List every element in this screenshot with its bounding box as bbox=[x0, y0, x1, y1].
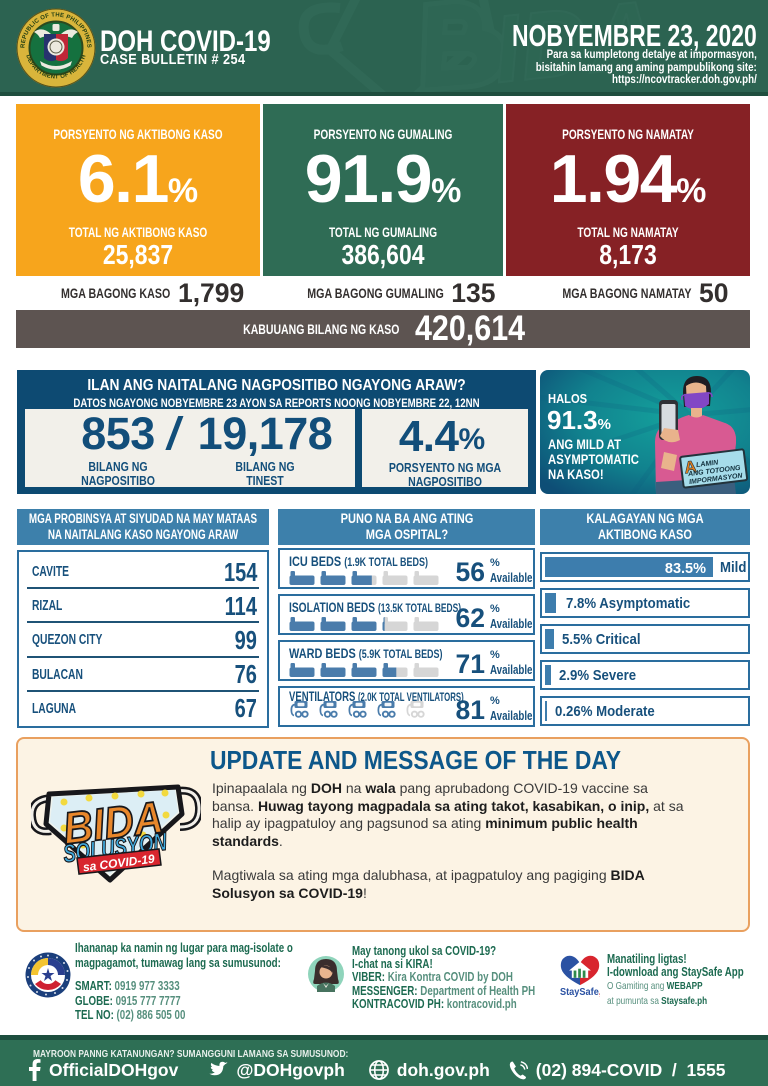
svg-text:A: A bbox=[683, 457, 698, 477]
svg-text:IDA: IDA bbox=[488, 0, 662, 96]
svg-text:StaySafe,: StaySafe, bbox=[560, 986, 600, 998]
svg-text:LAMIN: LAMIN bbox=[696, 459, 720, 469]
